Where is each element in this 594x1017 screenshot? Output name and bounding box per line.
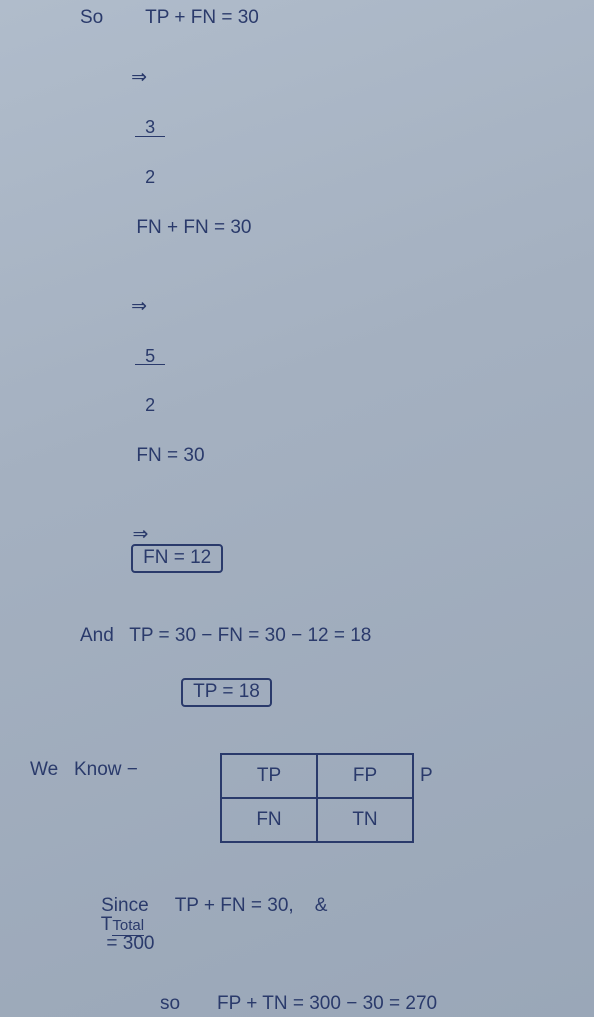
line-tp-calc: And TP = 30 − FN = 30 − 12 = 18	[20, 626, 574, 645]
implies-arrow: ⇒	[131, 68, 155, 87]
fraction-5-2: 5 2	[135, 316, 165, 447]
implies-arrow: ⇒	[131, 297, 155, 316]
fraction-3-2: 3 2	[135, 87, 165, 218]
line-fn-boxed: ⇒ FN = 12	[20, 506, 574, 592]
eq2-text: FN = 30	[131, 445, 204, 466]
cell-fp: FP	[317, 754, 413, 798]
line-fp-tn: so FP + TN = 300 − 30 = 270	[20, 994, 574, 1013]
line-since: Since TP + FN = 30, & TTotal = 300	[20, 877, 574, 972]
cell-tn: TN	[317, 798, 413, 842]
eq1-text: FN + FN = 30	[131, 217, 251, 238]
line-eq2: ⇒ 5 2 FN = 30	[20, 278, 574, 485]
implies-arrow: ⇒	[131, 525, 155, 544]
line-eq1: ⇒ 3 2 FN + FN = 30	[20, 49, 574, 256]
cell-tp: TP	[221, 754, 317, 798]
cell-fn: FN	[221, 798, 317, 842]
side-p: P	[413, 754, 452, 798]
boxed-tp: TP = 18	[181, 678, 272, 707]
boxed-fn: FN = 12	[131, 544, 223, 573]
line-tp-boxed: TP = 18	[20, 659, 574, 726]
t-total: T	[101, 914, 113, 935]
confusion-matrix: TP FP P FN TN	[220, 753, 453, 843]
line-so: So TP + FN = 30	[20, 8, 574, 27]
handwritten-page: So TP + FN = 30 ⇒ 3 2 FN + FN = 30 ⇒ 5 2…	[0, 0, 594, 1017]
